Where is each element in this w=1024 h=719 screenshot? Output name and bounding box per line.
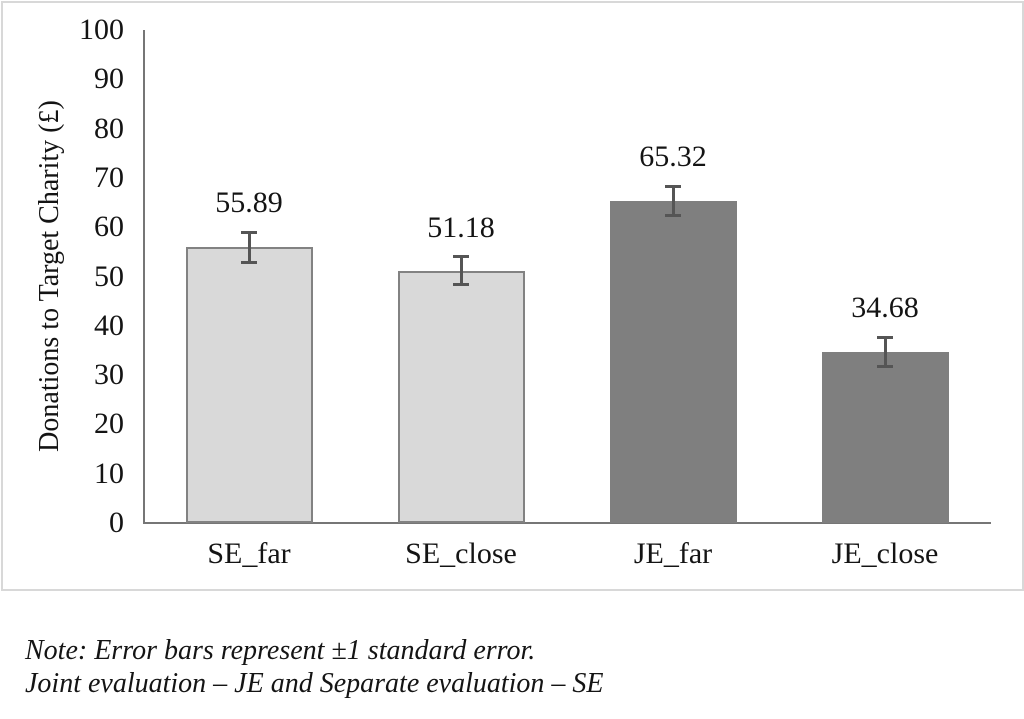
y-tick-label: 80	[94, 111, 124, 145]
x-category-label-se-close: SE_close	[405, 537, 517, 570]
y-tick-label: 90	[94, 62, 124, 96]
y-tick-label: 10	[94, 456, 124, 490]
error-bar-je-far	[671, 186, 675, 216]
bar-se-far	[185, 247, 313, 523]
y-tick-label: 100	[79, 13, 124, 46]
x-category-label-je-close: JE_close	[831, 537, 939, 570]
y-tick-label: 20	[94, 407, 124, 441]
y-tick-label: 60	[94, 210, 124, 244]
y-tick-label: 50	[94, 259, 124, 293]
bar-value-label-se-far: 55.89	[215, 186, 283, 220]
error-bar-se-close	[459, 256, 463, 285]
x-category-label-je-far: JE_far	[633, 537, 713, 570]
x-axis-line	[143, 522, 991, 524]
error-bar-cap-bottom	[453, 282, 469, 286]
bar-je-far	[609, 200, 737, 523]
error-bar-cap-top	[241, 230, 257, 234]
error-bar-cap-top	[453, 255, 469, 259]
note-line-error-bars: Note: Error bars represent ±1 standard e…	[25, 635, 536, 666]
error-bar-cap-top	[665, 184, 681, 188]
bar-value-label-je-far: 65.32	[639, 140, 707, 174]
error-bar-cap-bottom	[241, 261, 257, 265]
error-bar-cap-bottom	[665, 214, 681, 218]
error-bar-je-close	[883, 337, 887, 367]
y-tick-label: 0	[109, 506, 124, 539]
note-line-abbreviations: Joint evaluation – JE and Separate evalu…	[25, 668, 604, 699]
figure-note: Note: Error bars represent ±1 standard e…	[25, 634, 604, 700]
y-tick-label: 30	[94, 358, 124, 392]
error-bar-cap-bottom	[877, 365, 893, 369]
y-tick-label: 70	[94, 160, 124, 194]
bar-value-label-se-close: 51.18	[427, 210, 495, 244]
bar-je-close	[821, 352, 949, 523]
bar-value-label-je-close: 34.68	[851, 291, 919, 325]
x-category-label-se-far: SE_far	[207, 537, 291, 570]
error-bar-se-far	[247, 232, 251, 263]
y-axis-line	[143, 30, 145, 524]
y-tick-label: 40	[94, 308, 124, 342]
error-bar-cap-top	[877, 335, 893, 339]
bar-se-close	[397, 270, 525, 523]
